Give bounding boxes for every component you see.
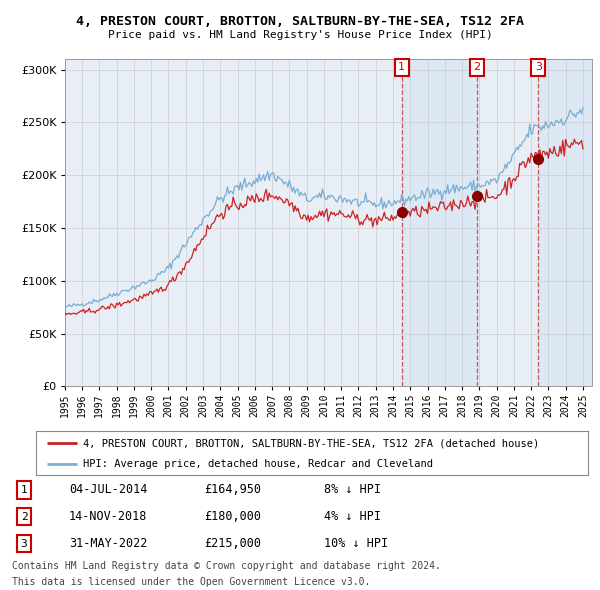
Text: This data is licensed under the Open Government Licence v3.0.: This data is licensed under the Open Gov…: [12, 578, 370, 588]
Text: Price paid vs. HM Land Registry's House Price Index (HPI): Price paid vs. HM Land Registry's House …: [107, 30, 493, 40]
Text: 4, PRESTON COURT, BROTTON, SALTBURN-BY-THE-SEA, TS12 2FA (detached house): 4, PRESTON COURT, BROTTON, SALTBURN-BY-T…: [83, 438, 539, 448]
Text: 2: 2: [20, 512, 28, 522]
Text: 3: 3: [20, 539, 28, 549]
Text: HPI: Average price, detached house, Redcar and Cleveland: HPI: Average price, detached house, Redc…: [83, 459, 433, 469]
Text: £215,000: £215,000: [204, 537, 261, 550]
Text: 1: 1: [398, 62, 405, 72]
Text: 1: 1: [20, 485, 28, 495]
Text: Contains HM Land Registry data © Crown copyright and database right 2024.: Contains HM Land Registry data © Crown c…: [12, 561, 441, 571]
Text: 04-JUL-2014: 04-JUL-2014: [69, 483, 148, 496]
Text: 4, PRESTON COURT, BROTTON, SALTBURN-BY-THE-SEA, TS12 2FA: 4, PRESTON COURT, BROTTON, SALTBURN-BY-T…: [76, 15, 524, 28]
Text: £164,950: £164,950: [204, 483, 261, 496]
Text: 8% ↓ HPI: 8% ↓ HPI: [324, 483, 381, 496]
Text: 2: 2: [473, 62, 481, 72]
Text: 31-MAY-2022: 31-MAY-2022: [69, 537, 148, 550]
Text: 14-NOV-2018: 14-NOV-2018: [69, 510, 148, 523]
Bar: [401, 59, 477, 386]
Text: 4% ↓ HPI: 4% ↓ HPI: [324, 510, 381, 523]
Text: £180,000: £180,000: [204, 510, 261, 523]
Text: 3: 3: [535, 62, 542, 72]
Bar: [538, 59, 592, 386]
Text: 10% ↓ HPI: 10% ↓ HPI: [324, 537, 388, 550]
